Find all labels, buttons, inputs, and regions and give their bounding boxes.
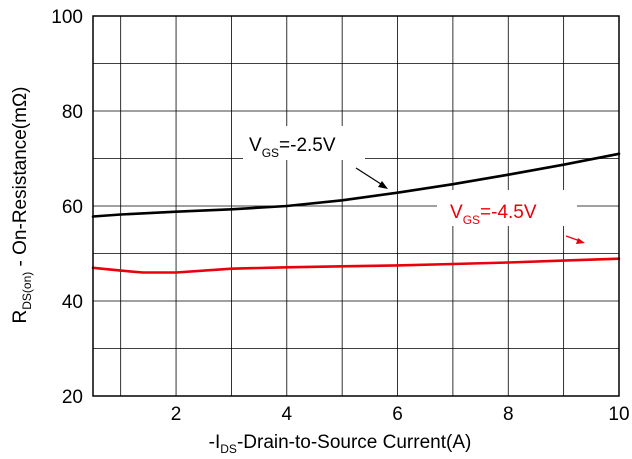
x-tick-label: 4	[282, 404, 293, 425]
annotation-vgs-4-5-arrowhead	[576, 238, 585, 244]
x-tick-label: 8	[503, 404, 514, 425]
y-tick-label: 60	[62, 197, 83, 218]
x-tick-label: 10	[608, 404, 629, 425]
annotation-vgs-2-5-text: VGS=-2.5V	[249, 135, 336, 160]
x-tick-label: 2	[171, 404, 182, 425]
plot-frame	[92, 15, 620, 397]
annotation-vgs-4-5-bg	[437, 190, 577, 226]
y-axis-label: RDS(on) - On-Resistance(mΩ)	[10, 87, 34, 324]
y-tick-labels: 20 40 60 80 100	[51, 7, 83, 408]
series-line-2	[91, 257, 621, 274]
annotation-vgs-4-5-text: VGS=-4.5V	[450, 202, 537, 227]
annotation-vgs-4-5: VGS=-4.5V	[437, 190, 585, 244]
annotation-vgs-2-5-arrow	[355, 167, 385, 187]
series-lines	[91, 152, 621, 274]
annotation-vgs-2-5: VGS=-2.5V	[243, 126, 388, 189]
y-tick-label: 100	[51, 7, 83, 28]
y-tick-label: 80	[62, 102, 83, 123]
y-tick-label: 20	[62, 387, 83, 408]
y-tick-label: 40	[62, 292, 83, 313]
x-tick-label: 6	[392, 404, 403, 425]
annotation-vgs-2-5-arrowhead	[378, 181, 388, 189]
series-line-1	[91, 152, 621, 218]
annotation-vgs-2-5-bg	[243, 126, 365, 160]
x-axis-label: -IDS-Drain-to-Source Current(A)	[209, 432, 472, 456]
x-tick-labels: 2 4 6 8 10	[171, 404, 630, 425]
